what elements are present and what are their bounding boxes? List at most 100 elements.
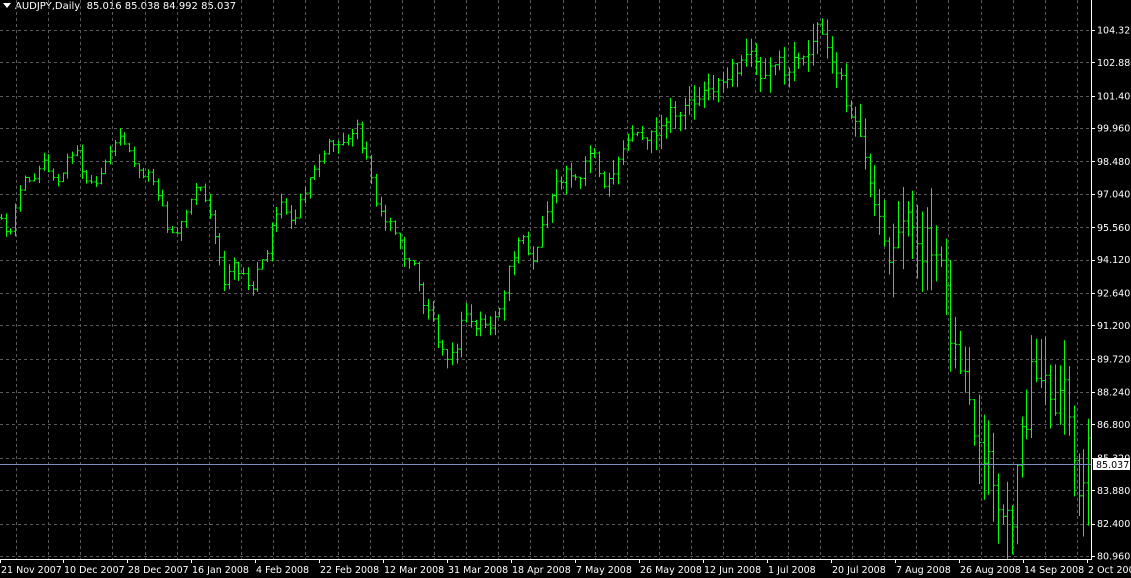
price-bar: [23, 175, 28, 191]
price-bar: [516, 237, 521, 264]
price-bar: [749, 38, 754, 67]
price-bar: [730, 58, 735, 88]
price-bar: [1081, 449, 1086, 537]
price-bar: [108, 145, 113, 165]
price-bar: [849, 100, 854, 120]
price-bar: [673, 101, 678, 130]
price-bar: [735, 62, 740, 88]
price-bar: [763, 58, 768, 79]
price-bar: [721, 71, 726, 93]
price-bar: [251, 281, 256, 296]
price-bar: [540, 215, 545, 248]
price-bar: [664, 117, 669, 139]
price-bar: [654, 117, 659, 151]
price-bar: [497, 307, 502, 318]
price-bar: [649, 130, 654, 154]
price-bar: [18, 185, 23, 212]
price-bar: [1053, 364, 1058, 416]
price-bar: [322, 150, 327, 164]
price-bar: [801, 55, 806, 66]
y-tick-label: 82.400: [1097, 519, 1130, 530]
price-bar: [882, 199, 887, 247]
price-bar: [758, 56, 763, 93]
price-bar: [1039, 339, 1044, 388]
price-bar: [1020, 416, 1025, 478]
price-bar: [1001, 504, 1006, 525]
price-bar: [1072, 405, 1077, 497]
price-bar: [592, 148, 597, 158]
price-bar: [683, 97, 688, 130]
price-bar: [706, 73, 711, 101]
price-bar: [963, 346, 968, 393]
price-bar: [550, 193, 555, 223]
x-tick-label: 31 Mar 2008: [448, 565, 508, 576]
x-tick-label: 21 Nov 2007: [1, 565, 62, 576]
price-bar: [270, 222, 275, 262]
price-bar: [967, 347, 972, 405]
price-bar: [213, 209, 218, 245]
price-bar: [787, 67, 792, 88]
price-bar: [929, 188, 934, 291]
price-bar: [820, 18, 825, 35]
price-bar: [559, 176, 564, 190]
price-bar: [51, 168, 56, 181]
price-bar: [868, 153, 873, 198]
price-bar: [944, 238, 949, 316]
price-bar: [991, 432, 996, 522]
price-bar: [611, 160, 616, 185]
price-bar: [668, 98, 673, 133]
y-tick-label: 94.120: [1097, 255, 1130, 266]
price-bar: [493, 311, 498, 336]
price-bar: [996, 473, 1001, 544]
price-bar: [336, 140, 341, 154]
price-bar: [118, 128, 123, 146]
price-bar: [569, 162, 574, 188]
price-bar: [702, 81, 707, 108]
price-bar: [958, 330, 963, 374]
y-tick-label: 102.880: [1097, 58, 1131, 69]
price-bar: [426, 299, 431, 320]
price-bar: [151, 168, 156, 186]
price-bar: [175, 227, 180, 234]
price-bar: [341, 132, 346, 146]
price-bar: [1086, 418, 1091, 526]
price-bar: [588, 145, 593, 174]
price-bar: [626, 133, 631, 151]
price-bar: [308, 177, 313, 199]
price-bar: [61, 172, 66, 183]
x-tick-label: 20 Jul 2008: [832, 565, 886, 576]
price-bar: [986, 420, 991, 495]
price-bar: [246, 267, 251, 291]
price-bar: [488, 316, 493, 336]
price-bar: [597, 151, 602, 178]
price-bar: [478, 311, 483, 337]
price-bar: [227, 264, 232, 290]
price-bar: [431, 301, 436, 322]
x-tick-label: 14 Sep 2008: [1024, 565, 1084, 576]
price-bar: [792, 42, 797, 82]
price-bar: [46, 154, 51, 173]
price-bar: [863, 118, 868, 170]
price-bar: [312, 165, 317, 180]
price-bar: [725, 67, 730, 89]
price-bar: [645, 137, 650, 150]
price-bar: [1029, 335, 1034, 439]
price-bar: [84, 170, 89, 184]
current-price-label: 85.037: [1096, 460, 1129, 471]
price-bar: [1043, 336, 1048, 406]
y-tick-label: 99.960: [1097, 124, 1130, 135]
price-bar: [768, 57, 773, 93]
price-bar: [13, 203, 18, 237]
price-bar: [915, 204, 920, 279]
price-bar: [122, 132, 127, 145]
price-bar: [4, 213, 9, 237]
price-bar: [32, 173, 37, 182]
price-bar: [858, 103, 863, 137]
price-bar: [535, 246, 540, 263]
price-bar: [640, 126, 645, 140]
price-bar: [483, 314, 488, 329]
price-bar: [113, 139, 118, 157]
price-bar: [910, 190, 915, 259]
dropdown-triangle-icon[interactable]: [3, 3, 11, 8]
